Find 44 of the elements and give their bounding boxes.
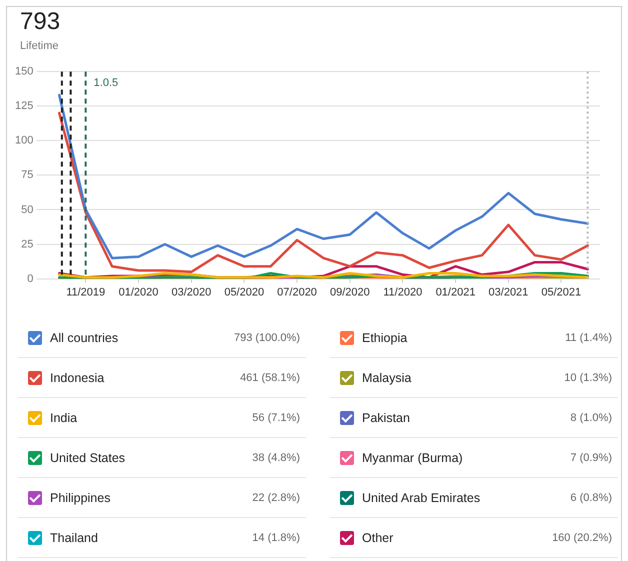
legend-label: Myanmar (Burma) <box>362 450 464 464</box>
x-tick-label: 03/2020 <box>171 286 212 298</box>
y-tick-label: 125 <box>14 100 34 112</box>
text: 10 (1.3%) <box>564 372 612 384</box>
x-tick-label: 05/2020 <box>224 286 264 298</box>
x-tick-label: 07/2020 <box>277 286 317 298</box>
legend-label: India <box>50 410 78 424</box>
legend-label: Other <box>362 530 394 544</box>
legend-label: Philippines <box>50 490 112 504</box>
legend-label: Pakistan <box>362 410 411 424</box>
legend-label: Ethiopia <box>362 330 408 344</box>
text: 461 (58.1%) <box>240 372 300 384</box>
x-tick-label: 01/2020 <box>118 286 158 298</box>
y-tick-label: 75 <box>21 169 34 182</box>
legend-label: Malaysia <box>362 370 412 384</box>
ref-line-label: 1.0.5 <box>94 77 118 90</box>
chart-subtitle: Lifetime <box>20 40 59 52</box>
text: 14 (1.8%) <box>252 532 300 544</box>
y-tick-label: 25 <box>21 238 34 250</box>
x-tick-label: 11/2019 <box>66 286 106 298</box>
x-tick-label: 03/2021 <box>488 286 528 298</box>
x-tick-label: 09/2020 <box>330 286 370 298</box>
legend-label: United States <box>50 450 126 464</box>
text: 793 (100.0%) <box>234 332 300 344</box>
x-tick-label: 01/2021 <box>436 286 476 298</box>
y-tick-label: 50 <box>21 204 34 216</box>
text: 38 (4.8%) <box>252 452 300 464</box>
x-tick-label: 11/2020 <box>383 286 422 298</box>
legend-label: Indonesia <box>50 370 106 384</box>
text: 6 (0.8%) <box>570 492 612 504</box>
text: 11 (1.4%) <box>565 332 612 344</box>
text: 7 (0.9%) <box>570 452 612 464</box>
y-tick-label: 150 <box>14 66 34 78</box>
y-tick-label: 0 <box>27 272 34 285</box>
legend-label: All countries <box>50 330 120 344</box>
x-tick-label: 05/2021 <box>541 286 582 298</box>
y-tick-label: 100 <box>14 134 34 147</box>
text: 56 (7.1%) <box>252 412 300 424</box>
text: 22 (2.8%) <box>252 492 300 504</box>
legend-label: United Arab Emirates <box>362 490 482 504</box>
legend-label: Thailand <box>50 530 99 544</box>
text: 160 (20.2%) <box>552 532 612 544</box>
text: 8 (1.0%) <box>570 412 612 424</box>
chart-title: 793 <box>20 8 60 36</box>
